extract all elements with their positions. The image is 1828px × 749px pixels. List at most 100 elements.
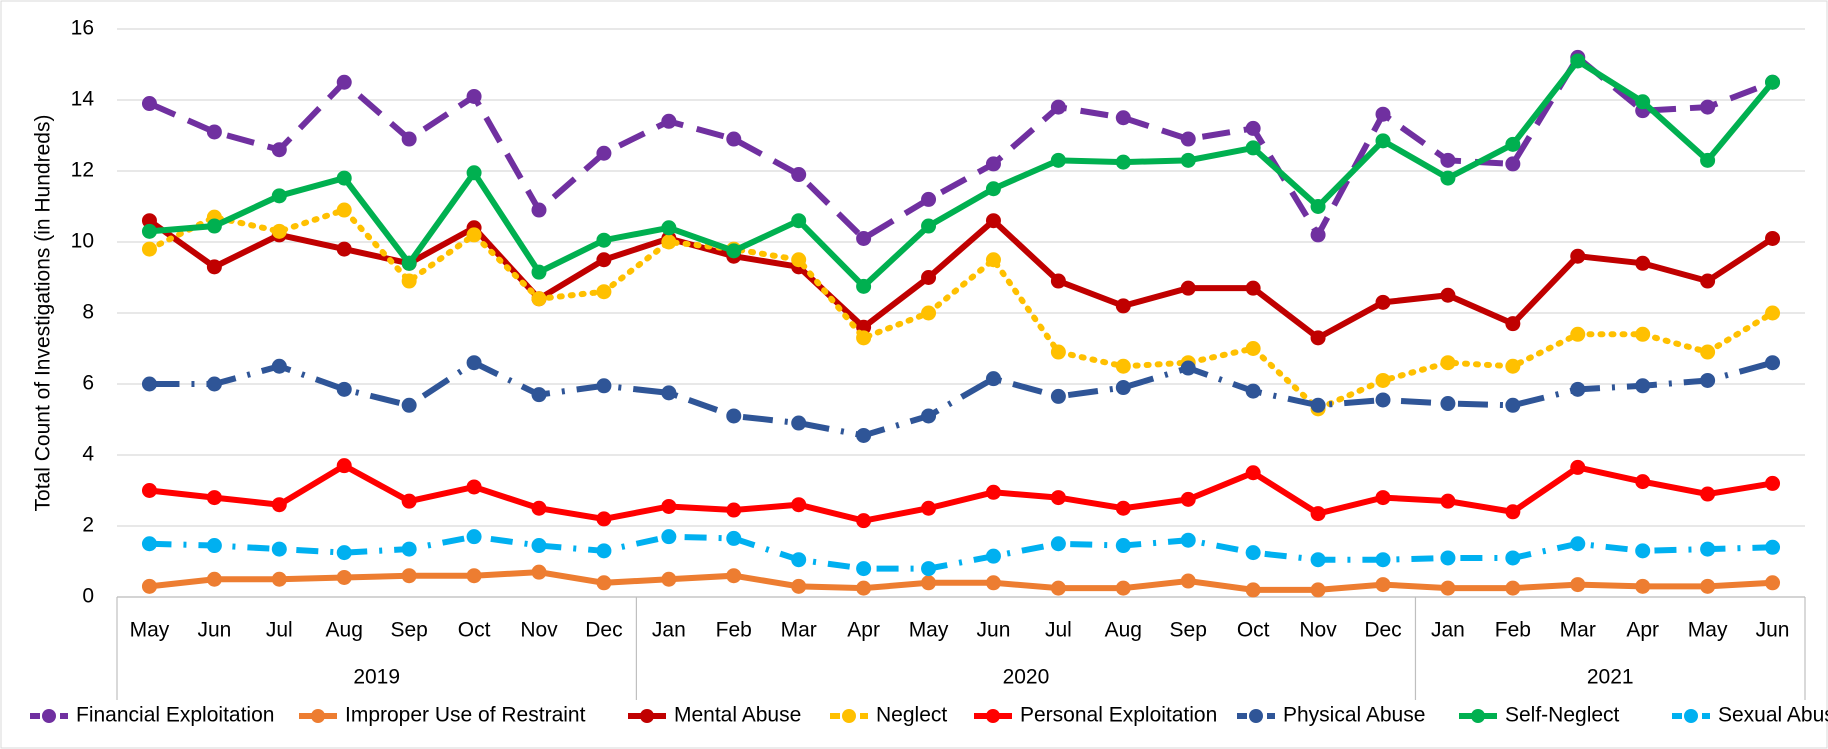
data-point — [856, 561, 872, 577]
x-tick-label: Mar — [781, 619, 817, 642]
data-point — [596, 232, 612, 248]
data-point — [1245, 140, 1261, 156]
data-point — [856, 513, 872, 529]
data-point — [1440, 580, 1456, 596]
data-point — [1765, 230, 1781, 246]
x-tick-label: May — [1688, 619, 1728, 642]
data-point — [726, 243, 742, 259]
data-point — [1245, 341, 1261, 356]
data-point — [206, 124, 222, 140]
legend-marker — [311, 709, 325, 723]
data-point — [401, 255, 417, 271]
x-tick-label: May — [909, 619, 949, 642]
x-tick-label: Apr — [847, 619, 880, 642]
data-point — [1050, 536, 1066, 552]
data-point — [1505, 397, 1521, 413]
data-point — [661, 113, 677, 129]
x-tick-label: Jun — [1756, 619, 1790, 642]
data-point — [1440, 152, 1456, 168]
data-point — [206, 538, 222, 554]
group-label: 2019 — [353, 666, 400, 689]
data-point — [466, 568, 482, 584]
data-point — [1375, 490, 1391, 506]
data-point — [336, 170, 352, 186]
data-point — [1050, 273, 1066, 289]
series-line — [146, 206, 1776, 413]
data-point — [1375, 133, 1391, 149]
legend-label: Personal Exploitation — [1020, 704, 1217, 727]
data-point — [1245, 545, 1261, 561]
legend-marker — [986, 709, 1000, 723]
series-line — [149, 533, 1773, 572]
data-point — [1765, 305, 1781, 321]
legend-marker — [1249, 709, 1263, 723]
data-point — [985, 181, 1001, 197]
series-line — [149, 359, 1774, 439]
data-point — [921, 270, 937, 285]
data-point — [1765, 475, 1781, 491]
data-point — [1180, 152, 1196, 168]
data-point — [1310, 199, 1326, 214]
data-point — [726, 408, 742, 424]
data-point — [921, 500, 937, 516]
data-point — [1570, 381, 1586, 397]
x-tick-label: Dec — [1364, 619, 1401, 642]
data-point — [1635, 578, 1651, 594]
data-point — [1505, 316, 1521, 332]
data-point — [791, 497, 807, 513]
data-point — [401, 493, 417, 509]
y-tick-label: 10 — [71, 230, 94, 253]
data-point — [271, 541, 287, 557]
data-point — [596, 575, 612, 591]
x-tick-label: Oct — [458, 619, 491, 642]
data-point — [1180, 532, 1196, 548]
x-tick-label: Jun — [197, 619, 231, 642]
data-point — [1505, 504, 1521, 520]
data-point — [1375, 106, 1391, 122]
data-point — [596, 511, 612, 527]
data-point — [1635, 94, 1651, 110]
data-point — [985, 213, 1001, 229]
y-axis-title: Total Count of Investigations (in Hundre… — [32, 115, 55, 512]
data-point — [985, 252, 1001, 268]
data-point — [856, 330, 872, 346]
data-point — [1180, 280, 1196, 296]
data-point — [1570, 53, 1586, 69]
data-point — [921, 305, 937, 321]
data-point — [531, 291, 547, 307]
x-tick-label: Sep — [1170, 619, 1207, 642]
x-tick-label: Nov — [520, 619, 558, 642]
data-point — [1115, 580, 1131, 596]
data-point — [141, 578, 157, 594]
legend-label: Financial Exploitation — [76, 704, 274, 727]
y-tick-label: 16 — [71, 17, 94, 40]
data-point — [856, 278, 872, 294]
data-point — [1700, 99, 1716, 115]
data-point — [1310, 506, 1326, 522]
legend-label: Physical Abuse — [1283, 704, 1425, 727]
series-line — [149, 462, 1774, 524]
x-tick-label: Nov — [1299, 619, 1337, 642]
x-tick-label: Sep — [390, 619, 427, 642]
data-point — [661, 571, 677, 587]
data-point — [1050, 388, 1066, 404]
series-line — [149, 569, 1773, 593]
data-point — [271, 188, 287, 204]
data-point — [1440, 355, 1456, 371]
legend-label: Improper Use of Restraint — [345, 704, 586, 727]
data-point — [141, 483, 157, 498]
x-tick-label: Feb — [1495, 619, 1531, 642]
data-point — [206, 571, 222, 587]
y-tick-label: 12 — [71, 159, 94, 182]
data-point — [1570, 459, 1586, 475]
data-point — [1765, 355, 1781, 371]
y-tick-label: 2 — [82, 514, 94, 537]
legend-marker — [842, 709, 856, 723]
data-point — [1375, 552, 1391, 568]
data-point — [1440, 170, 1456, 186]
x-tick-label: Jun — [977, 619, 1011, 642]
data-point — [466, 165, 482, 181]
data-point — [401, 568, 417, 584]
legend-marker — [1684, 709, 1698, 723]
data-point — [1440, 287, 1456, 303]
